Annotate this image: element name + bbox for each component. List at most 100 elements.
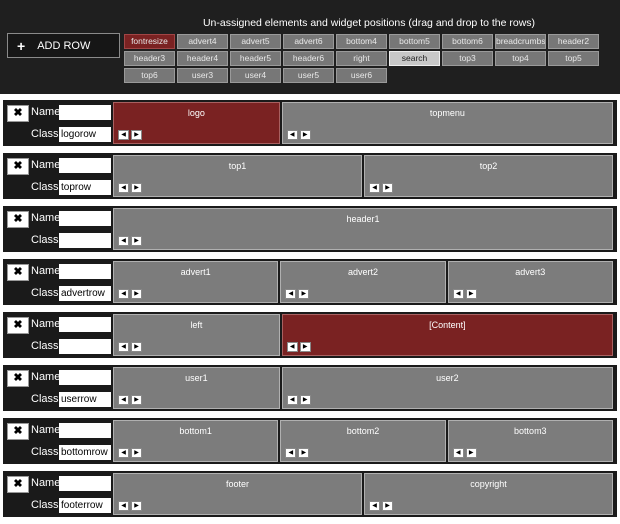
expand-right-icon[interactable]: ▶ bbox=[465, 448, 477, 458]
expand-right-icon[interactable]: ▶ bbox=[298, 289, 310, 299]
shrink-left-icon[interactable]: ◀ bbox=[452, 448, 464, 458]
widget-cell[interactable]: user1 ◀ ▶ bbox=[113, 367, 280, 409]
pool-chip[interactable]: advert5 bbox=[230, 34, 281, 49]
row-class-input[interactable] bbox=[59, 127, 111, 142]
expand-right-icon[interactable]: ▶ bbox=[131, 183, 142, 193]
pool-chip[interactable]: top4 bbox=[495, 51, 546, 66]
widget-cell[interactable]: footer ◀ ▶ bbox=[113, 473, 362, 515]
resize-controls: ◀ ▶ bbox=[286, 130, 313, 140]
row-class-input[interactable] bbox=[59, 286, 111, 301]
pool-chip[interactable]: user3 bbox=[177, 68, 228, 83]
expand-right-icon[interactable]: ▶ bbox=[465, 289, 477, 299]
widget-cell[interactable]: topmenu ◀ ▶ bbox=[281, 102, 613, 144]
shrink-left-icon[interactable]: ◀ bbox=[118, 236, 129, 246]
shrink-left-icon[interactable]: ◀ bbox=[286, 342, 298, 352]
expand-right-icon[interactable]: ▶ bbox=[131, 130, 142, 140]
pool-chip[interactable]: header4 bbox=[177, 51, 228, 66]
delete-row-icon[interactable]: ✖ bbox=[7, 476, 29, 493]
row-name-input[interactable] bbox=[59, 211, 111, 226]
delete-row-icon[interactable]: ✖ bbox=[7, 317, 29, 334]
pool-chip[interactable]: bottom5 bbox=[389, 34, 440, 49]
widget-cell[interactable]: top1 ◀ ▶ bbox=[113, 155, 362, 197]
shrink-left-icon[interactable]: ◀ bbox=[118, 448, 129, 458]
expand-right-icon[interactable]: ▶ bbox=[299, 342, 311, 352]
expand-right-icon[interactable]: ▶ bbox=[382, 501, 393, 511]
widget-cell[interactable]: [Content] ◀ ▶ bbox=[281, 314, 613, 356]
shrink-left-icon[interactable]: ◀ bbox=[118, 395, 129, 405]
shrink-left-icon[interactable]: ◀ bbox=[369, 501, 380, 511]
shrink-left-icon[interactable]: ◀ bbox=[118, 289, 129, 299]
delete-row-icon[interactable]: ✖ bbox=[7, 264, 29, 281]
row-class-input[interactable] bbox=[59, 498, 111, 513]
expand-right-icon[interactable]: ▶ bbox=[131, 395, 142, 405]
shrink-left-icon[interactable]: ◀ bbox=[285, 289, 297, 299]
shrink-left-icon[interactable]: ◀ bbox=[286, 130, 298, 140]
expand-right-icon[interactable]: ▶ bbox=[131, 501, 142, 511]
expand-right-icon[interactable]: ▶ bbox=[131, 289, 142, 299]
row-name-input[interactable] bbox=[59, 370, 111, 385]
pool-chip[interactable]: top5 bbox=[548, 51, 599, 66]
widget-cell[interactable]: header1 ◀ ▶ bbox=[113, 208, 613, 250]
row-name-input[interactable] bbox=[59, 317, 111, 332]
row-name-input[interactable] bbox=[59, 476, 111, 491]
pool-chip[interactable]: fontresize bbox=[124, 34, 175, 49]
expand-right-icon[interactable]: ▶ bbox=[131, 342, 142, 352]
shrink-left-icon[interactable]: ◀ bbox=[452, 289, 464, 299]
delete-row-icon[interactable]: ✖ bbox=[7, 105, 29, 122]
row-name-input[interactable] bbox=[59, 423, 111, 438]
widget-cell[interactable]: bottom2 ◀ ▶ bbox=[280, 420, 446, 462]
row-class-input[interactable] bbox=[59, 180, 111, 195]
shrink-left-icon[interactable]: ◀ bbox=[118, 342, 129, 352]
shrink-left-icon[interactable]: ◀ bbox=[285, 448, 297, 458]
widget-cell[interactable]: logo ◀ ▶ bbox=[113, 102, 280, 144]
expand-right-icon[interactable]: ▶ bbox=[299, 130, 311, 140]
pool-chip[interactable]: search bbox=[389, 51, 440, 66]
expand-right-icon[interactable]: ▶ bbox=[131, 236, 142, 246]
pool-chip[interactable]: top3 bbox=[442, 51, 493, 66]
delete-row-icon[interactable]: ✖ bbox=[7, 211, 29, 228]
expand-right-icon[interactable]: ▶ bbox=[382, 183, 393, 193]
add-row-button[interactable]: + ADD ROW bbox=[7, 33, 120, 58]
pool-chip[interactable]: breadcrumbs bbox=[495, 34, 546, 49]
pool-chip[interactable]: advert4 bbox=[177, 34, 228, 49]
pool-chip[interactable]: bottom4 bbox=[336, 34, 387, 49]
pool-chip[interactable]: top6 bbox=[124, 68, 175, 83]
pool-chip[interactable]: user6 bbox=[336, 68, 387, 83]
widget-cell[interactable]: left ◀ ▶ bbox=[113, 314, 280, 356]
shrink-left-icon[interactable]: ◀ bbox=[286, 395, 298, 405]
row-class-input[interactable] bbox=[59, 445, 111, 460]
row-class-input[interactable] bbox=[59, 392, 111, 407]
expand-right-icon[interactable]: ▶ bbox=[131, 448, 142, 458]
pool-chip[interactable]: user5 bbox=[283, 68, 334, 83]
delete-row-icon[interactable]: ✖ bbox=[7, 370, 29, 387]
row-class-input[interactable] bbox=[59, 233, 111, 248]
shrink-left-icon[interactable]: ◀ bbox=[118, 130, 129, 140]
widget-cell[interactable]: advert2 ◀ ▶ bbox=[280, 261, 446, 303]
widget-cell[interactable]: bottom3 ◀ ▶ bbox=[447, 420, 613, 462]
widget-cell[interactable]: copyright ◀ ▶ bbox=[364, 473, 613, 515]
row-name-input[interactable] bbox=[59, 158, 111, 173]
expand-right-icon[interactable]: ▶ bbox=[299, 395, 311, 405]
widget-cell[interactable]: advert3 ◀ ▶ bbox=[447, 261, 613, 303]
delete-row-icon[interactable]: ✖ bbox=[7, 423, 29, 440]
widget-cell[interactable]: user2 ◀ ▶ bbox=[281, 367, 613, 409]
pool-chip[interactable]: header6 bbox=[283, 51, 334, 66]
row-name-input[interactable] bbox=[59, 105, 111, 120]
row-name-input[interactable] bbox=[59, 264, 111, 279]
pool-chip[interactable]: header2 bbox=[548, 34, 599, 49]
row-class-input[interactable] bbox=[59, 339, 111, 354]
pool-chip[interactable]: right bbox=[336, 51, 387, 66]
shrink-left-icon[interactable]: ◀ bbox=[118, 183, 129, 193]
shrink-left-icon[interactable]: ◀ bbox=[369, 183, 380, 193]
widget-cell[interactable]: top2 ◀ ▶ bbox=[364, 155, 613, 197]
expand-right-icon[interactable]: ▶ bbox=[298, 448, 310, 458]
pool-chip[interactable]: user4 bbox=[230, 68, 281, 83]
widget-cell[interactable]: bottom1 ◀ ▶ bbox=[113, 420, 279, 462]
pool-chip[interactable]: header3 bbox=[124, 51, 175, 66]
pool-chip[interactable]: advert6 bbox=[283, 34, 334, 49]
delete-row-icon[interactable]: ✖ bbox=[7, 158, 29, 175]
pool-chip[interactable]: header5 bbox=[230, 51, 281, 66]
widget-cell[interactable]: advert1 ◀ ▶ bbox=[113, 261, 279, 303]
pool-chip[interactable]: bottom6 bbox=[442, 34, 493, 49]
shrink-left-icon[interactable]: ◀ bbox=[118, 501, 129, 511]
